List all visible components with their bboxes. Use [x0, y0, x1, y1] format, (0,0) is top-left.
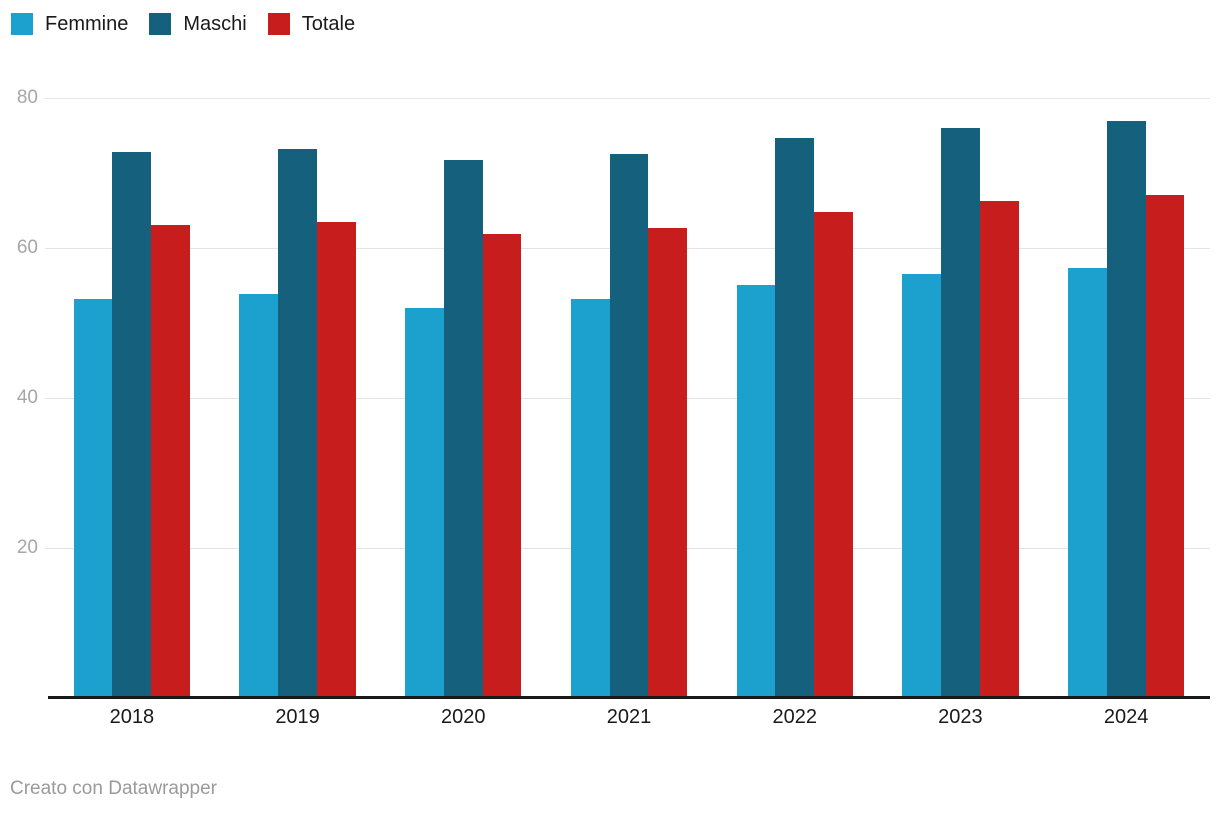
legend-swatch-totale	[267, 13, 290, 35]
bar-totale-2021[interactable]	[648, 228, 688, 698]
bar-maschi-2023[interactable]	[941, 128, 980, 698]
bar-maschi-2018[interactable]	[112, 152, 152, 698]
x-axis-label-2023: 2023	[938, 706, 983, 728]
bar-femmine-2018[interactable]	[73, 299, 113, 698]
legend-swatch-maschi	[149, 13, 172, 35]
legend-item-maschi: Maschi	[149, 13, 247, 35]
y-axis-tick-label-60: 60	[16, 237, 38, 258]
x-axis-label-2020: 2020	[441, 706, 486, 728]
bar-maschi-2019[interactable]	[278, 149, 317, 698]
legend-item-totale: Totale	[267, 13, 356, 35]
legend: Femmine Maschi Totale	[11, 13, 355, 35]
datawrapper-attribution-link[interactable]: Creato con Datawrapper	[10, 778, 217, 799]
bar-femmine-2021[interactable]	[570, 299, 610, 698]
bar-maschi-2022[interactable]	[775, 138, 815, 698]
bar-femmine-2022[interactable]	[736, 285, 776, 698]
bar-maschi-2021[interactable]	[609, 154, 649, 698]
bar-totale-2020[interactable]	[482, 234, 522, 698]
bar-totale-2019[interactable]	[316, 222, 356, 698]
bar-totale-2024[interactable]	[1145, 195, 1185, 698]
legend-label-maschi: Maschi	[183, 13, 247, 35]
bar-totale-2022[interactable]	[814, 212, 853, 698]
x-axis-label-2024: 2024	[1103, 706, 1149, 728]
chart-footer: Creato con Datawrapper	[10, 778, 217, 800]
legend-label-totale: Totale	[301, 13, 356, 35]
legend-label-femmine: Femmine	[45, 13, 129, 35]
y-axis-tick-label-40: 40	[16, 387, 38, 408]
bar-totale-2018[interactable]	[151, 225, 191, 698]
bar-femmine-2023[interactable]	[902, 274, 942, 698]
legend-swatch-femmine	[11, 13, 33, 35]
bar-femmine-2019[interactable]	[239, 294, 279, 698]
bar-maschi-2020[interactable]	[443, 160, 483, 698]
legend-item-femmine: Femmine	[11, 13, 128, 35]
x-axis-label-2019: 2019	[275, 706, 320, 728]
bar-totale-2023[interactable]	[979, 201, 1019, 698]
x-axis-label-2022: 2022	[772, 706, 817, 728]
bar-femmine-2020[interactable]	[405, 308, 444, 698]
y-axis-tick-label-20: 20	[16, 537, 38, 558]
bar-femmine-2024[interactable]	[1067, 268, 1107, 698]
gridline-80	[45, 97, 1210, 99]
x-axis-line	[48, 696, 1210, 699]
bar-maschi-2024[interactable]	[1106, 121, 1146, 698]
y-axis-tick-label-80: 80	[16, 87, 38, 108]
x-axis-label-2021: 2021	[606, 706, 652, 728]
x-axis-label-2018: 2018	[109, 706, 155, 728]
